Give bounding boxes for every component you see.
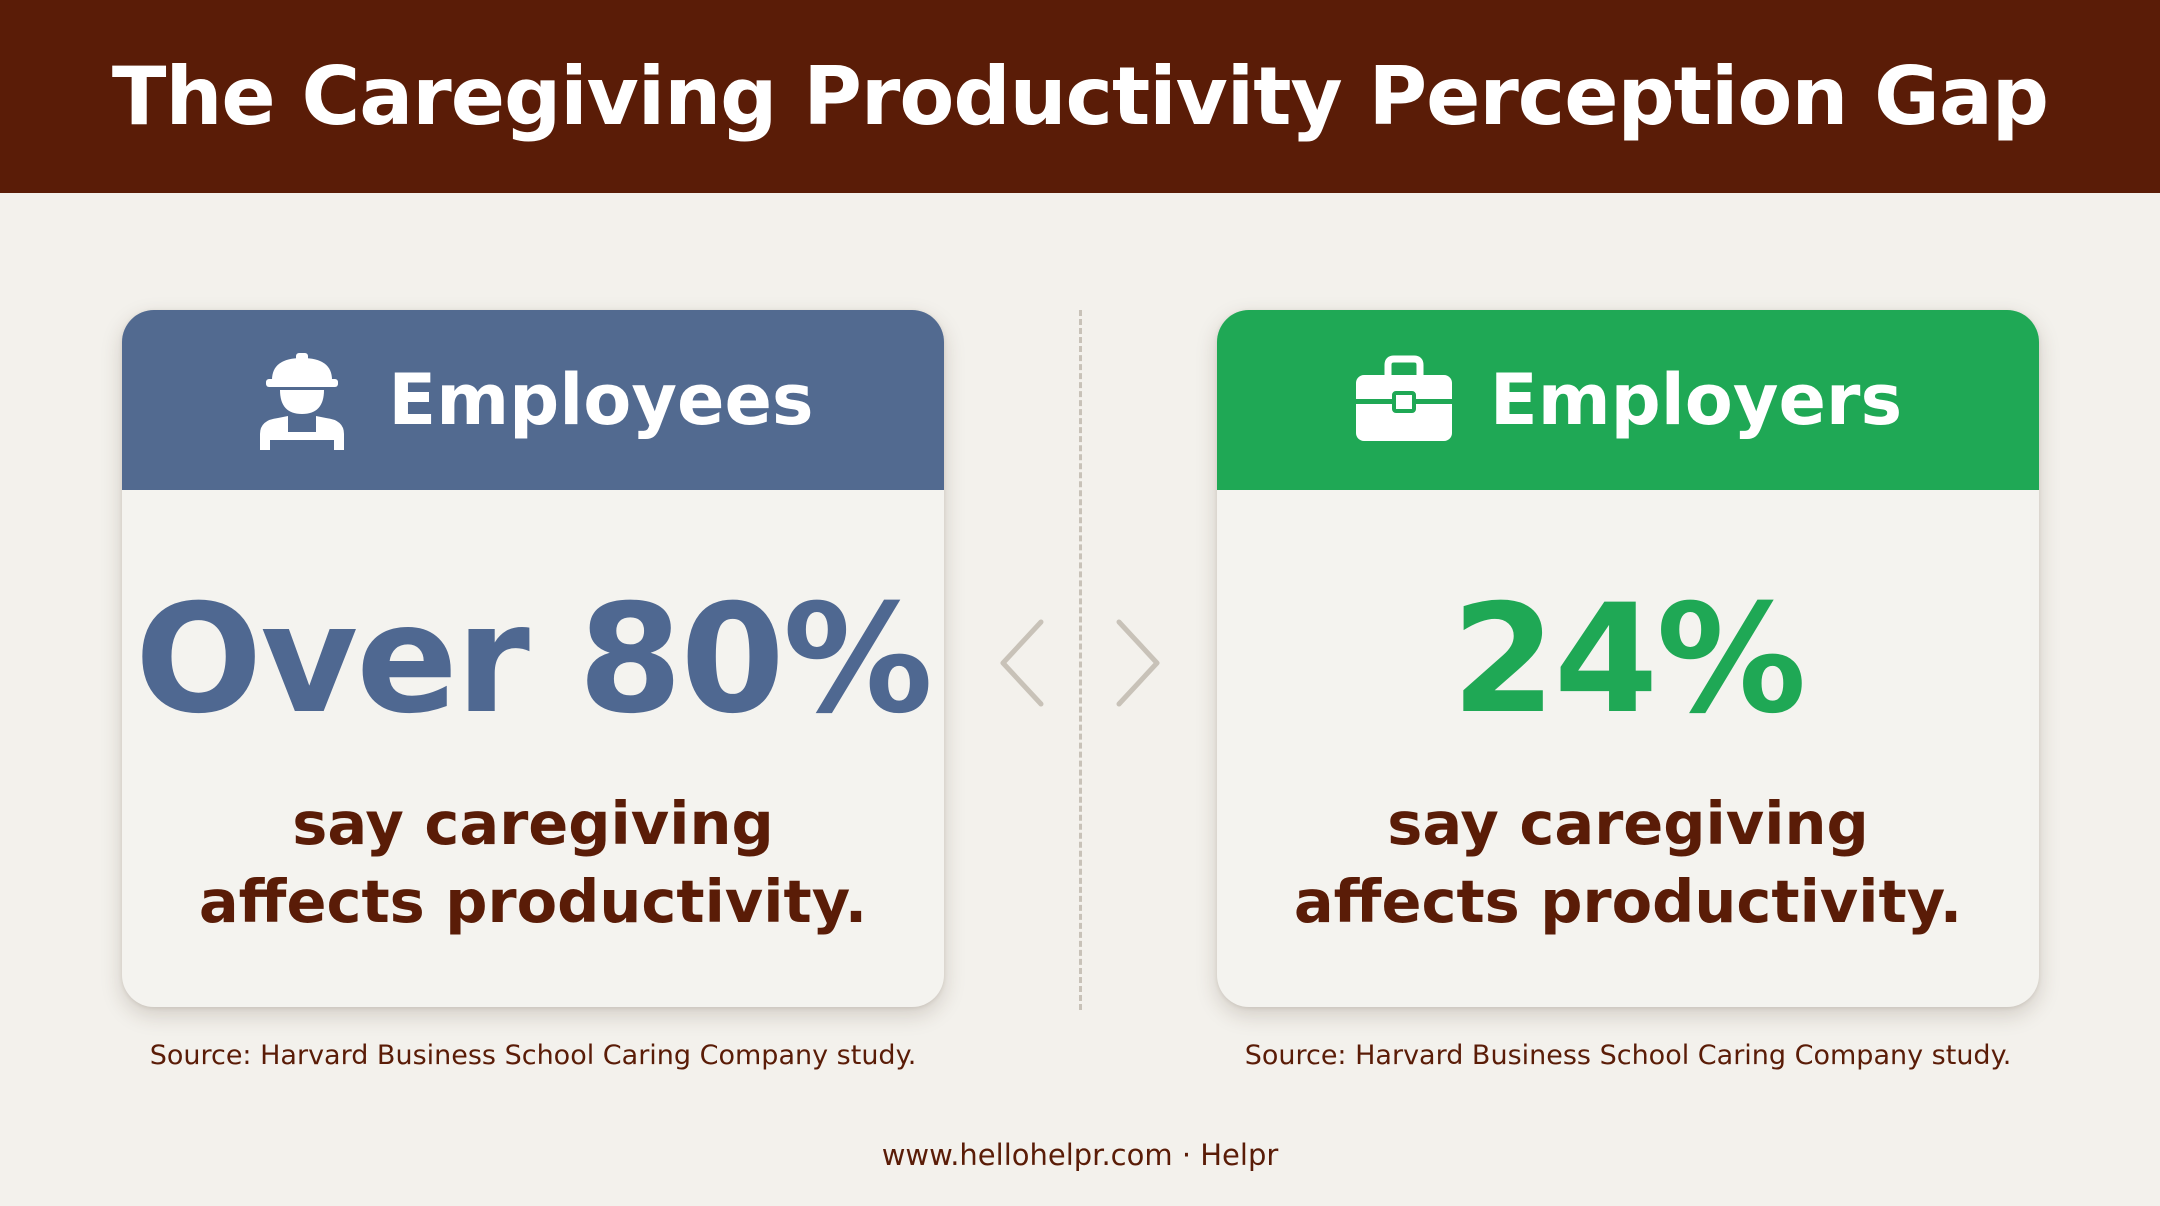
- chevron-right-icon: [1116, 619, 1160, 707]
- employees-desc-line2: affects productivity.: [198, 867, 868, 936]
- employers-desc-line1: say caregiving: [1387, 789, 1869, 858]
- employers-card: Employers 24% say caregiving affects pro…: [1217, 310, 2039, 1007]
- employers-description: say caregiving affects productivity.: [1217, 785, 2039, 941]
- footer-credit: www.hellohelpr.com · Helpr: [881, 1138, 1279, 1172]
- center-divider: [1079, 310, 1082, 1010]
- employees-desc-line1: say caregiving: [292, 789, 774, 858]
- employees-stat: Over 80%: [134, 573, 933, 747]
- employers-stat: 24%: [1451, 573, 1806, 747]
- header-banner: The Caregiving Productivity Perception G…: [0, 0, 2160, 193]
- chevron-left-icon: [1000, 619, 1044, 707]
- employers-card-header: Employers: [1217, 310, 2039, 490]
- employees-label: Employees: [388, 359, 814, 441]
- employers-label: Employers: [1489, 359, 1903, 441]
- employees-card-header: Employees: [122, 310, 944, 490]
- employers-desc-line2: affects productivity.: [1293, 867, 1963, 936]
- employees-card: Employees Over 80% say caregiving affect…: [122, 310, 944, 1007]
- employees-source: Source: Harvard Business School Caring C…: [149, 1040, 917, 1071]
- page-title: The Caregiving Productivity Perception G…: [111, 50, 2049, 143]
- worker-hardhat-icon: [252, 350, 352, 450]
- briefcase-icon: [1354, 350, 1454, 450]
- employers-source: Source: Harvard Business School Caring C…: [1244, 1040, 2012, 1071]
- employees-description: say caregiving affects productivity.: [122, 785, 944, 941]
